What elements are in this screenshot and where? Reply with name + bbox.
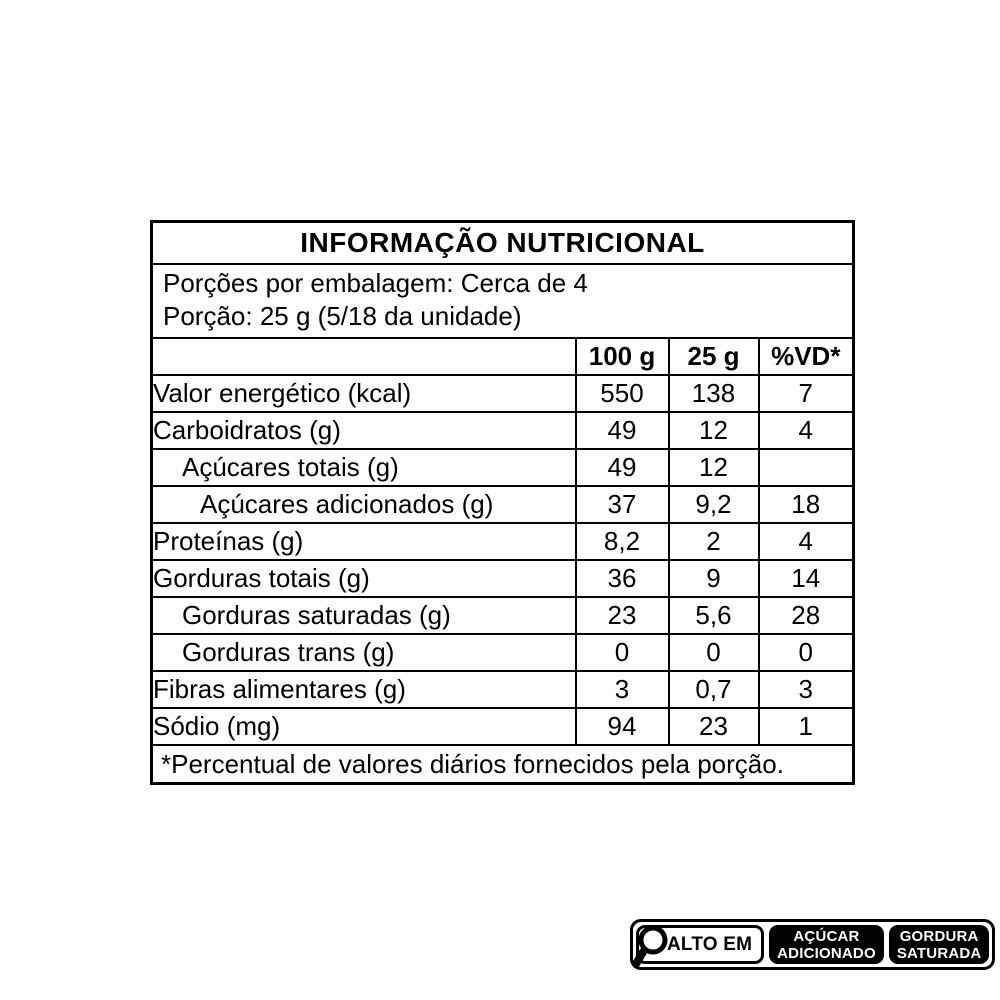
value-per-100g: 49 (574, 448, 670, 487)
nutrient-label: Gorduras totais (g) (150, 559, 577, 598)
value-percent-dv: 3 (757, 670, 855, 709)
column-header-25g: 25 g (667, 337, 760, 376)
value-per-100g: 550 (574, 374, 670, 413)
nutrient-label: Sódio (mg) (150, 707, 577, 746)
nutrient-label: Fibras alimentares (g) (150, 670, 577, 709)
table-row-added-sugars: Açúcares adicionados (g) 37 9,2 18 (150, 485, 855, 524)
badge-added-sugar-line2: ADICIONADO (777, 944, 876, 962)
value-per-100g: 49 (574, 411, 670, 450)
value-per-25g: 9 (667, 559, 760, 598)
badge-saturated-fat-line2: SATURADA (896, 944, 982, 962)
table-row-total-fat: Gorduras totais (g) 36 9 14 (150, 559, 855, 598)
value-percent-dv: 18 (757, 485, 855, 524)
magnifier-icon (632, 925, 668, 968)
value-percent-dv: 0 (757, 633, 855, 672)
table-row-energy: Valor energético (kcal) 550 138 7 (150, 374, 855, 413)
serving-size: Porção: 25 g (5/18 da unidade) (163, 301, 522, 331)
nutrient-label: Gorduras saturadas (g) (150, 596, 577, 635)
table-row-trans-fat: Gorduras trans (g) 0 0 0 (150, 633, 855, 672)
value-percent-dv: 14 (757, 559, 855, 598)
value-per-100g: 94 (574, 707, 670, 746)
badge-added-sugar-line1: AÇÚCAR (793, 927, 860, 945)
value-per-25g: 23 (667, 707, 760, 746)
table-row-protein: Proteínas (g) 8,2 2 4 (150, 522, 855, 561)
value-per-100g: 3 (574, 670, 670, 709)
nutrient-label: Proteínas (g) (150, 522, 577, 561)
column-header-blank (150, 337, 577, 376)
servings-per-pack: Porções por embalagem: Cerca de 4 (163, 268, 588, 298)
table-row-fiber: Fibras alimentares (g) 3 0,7 3 (150, 670, 855, 709)
badge-added-sugar: AÇÚCAR ADICIONADO (769, 925, 884, 964)
nutrient-label: Gorduras trans (g) (150, 633, 577, 672)
value-percent-dv: 4 (757, 522, 855, 561)
value-per-100g: 0 (574, 633, 670, 672)
nutrient-label: Carboidratos (g) (150, 411, 577, 450)
value-per-25g: 2 (667, 522, 760, 561)
column-header-percent-dv: %VD* (757, 337, 855, 376)
value-per-25g: 12 (667, 448, 760, 487)
value-per-25g: 5,6 (667, 596, 760, 635)
alto-em-pill: ALTO EM (632, 925, 765, 968)
nutrition-table: INFORMAÇÃO NUTRICIONAL Porções por embal… (150, 220, 856, 785)
value-percent-dv: 7 (757, 374, 855, 413)
table-title: INFORMAÇÃO NUTRICIONAL (150, 220, 855, 265)
value-percent-dv: 1 (757, 707, 855, 746)
value-per-100g: 23 (574, 596, 670, 635)
serving-info-cell: Porções por embalagem: Cerca de 4 Porção… (150, 263, 855, 339)
badge-saturated-fat-line1: GORDURA (899, 927, 979, 945)
column-header-100g: 100 g (574, 337, 670, 376)
badge-saturated-fat: GORDURA SATURADA (888, 925, 990, 964)
value-per-100g: 37 (574, 485, 670, 524)
table-row-carbs: Carboidratos (g) 49 12 4 (150, 411, 855, 450)
high-in-warning-seal: ALTO EM AÇÚCAR ADICIONADO GORDURA SATURA… (630, 919, 996, 970)
alto-em-label: ALTO EM (667, 933, 753, 955)
value-per-25g: 12 (667, 411, 760, 450)
value-percent-dv: 28 (757, 596, 855, 635)
nutrient-label: Açúcares adicionados (g) (150, 485, 577, 524)
nutrient-label: Valor energético (kcal) (150, 374, 577, 413)
nutrient-label: Açúcares totais (g) (150, 448, 577, 487)
value-per-100g: 8,2 (574, 522, 670, 561)
daily-value-footnote: *Percentual de valores diários fornecido… (150, 744, 855, 785)
value-per-25g: 9,2 (667, 485, 760, 524)
value-per-100g: 36 (574, 559, 670, 598)
value-per-25g: 138 (667, 374, 760, 413)
value-per-25g: 0,7 (667, 670, 760, 709)
table-row-total-sugars: Açúcares totais (g) 49 12 (150, 448, 855, 487)
table-row-saturated-fat: Gorduras saturadas (g) 23 5,6 28 (150, 596, 855, 635)
value-per-25g: 0 (667, 633, 760, 672)
table-row-sodium: Sódio (mg) 94 23 1 (150, 707, 855, 746)
value-percent-dv: 4 (757, 411, 855, 450)
value-percent-dv (757, 448, 855, 487)
